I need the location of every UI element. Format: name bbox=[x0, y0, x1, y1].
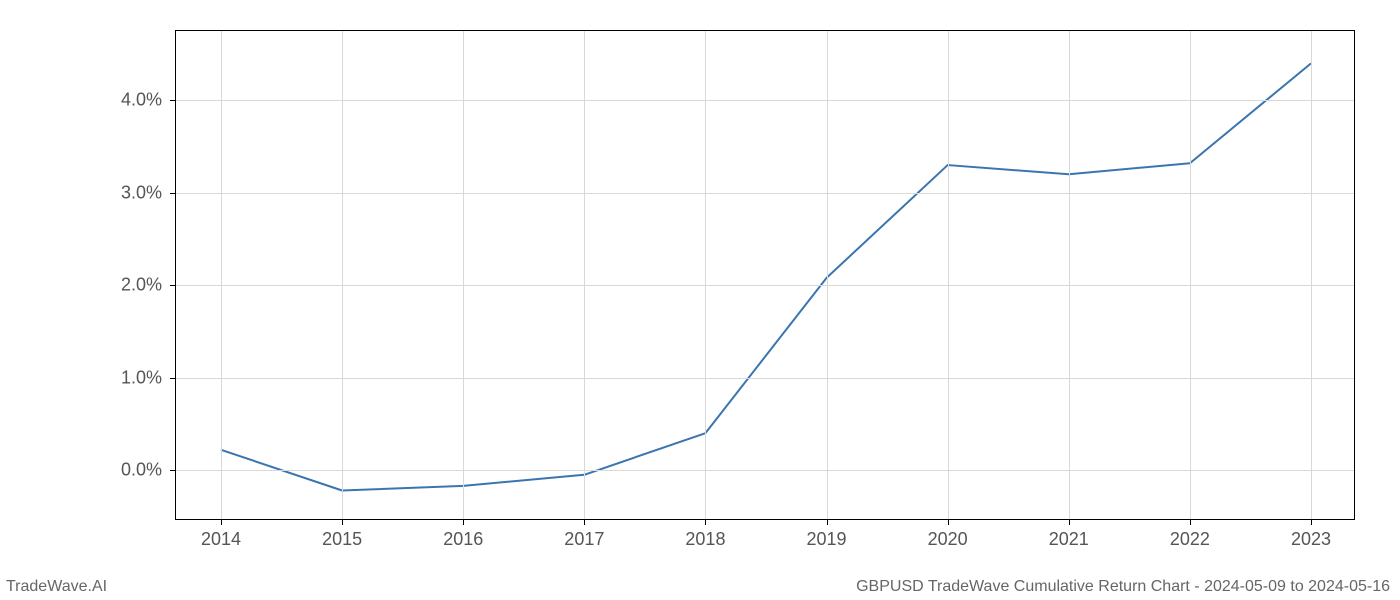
gridline-vertical bbox=[584, 31, 585, 519]
chart-container: 0.0% 1.0% 2.0% 3.0% 4.0% 2014 2015 2016 2017 2018… bbox=[0, 0, 1400, 600]
gridline-vertical bbox=[1311, 31, 1312, 519]
gridline-horizontal bbox=[176, 100, 1354, 101]
x-tick-mark bbox=[221, 519, 222, 525]
gridline-vertical bbox=[342, 31, 343, 519]
x-tick-label: 2020 bbox=[928, 529, 968, 550]
line-series bbox=[176, 31, 1356, 521]
gridline-vertical bbox=[1190, 31, 1191, 519]
y-tick-label: 1.0% bbox=[121, 367, 162, 388]
gridline-vertical bbox=[827, 31, 828, 519]
gridline-vertical bbox=[948, 31, 949, 519]
gridline-vertical bbox=[1069, 31, 1070, 519]
x-tick-mark bbox=[827, 519, 828, 525]
x-tick-mark bbox=[1190, 519, 1191, 525]
gridline-horizontal bbox=[176, 378, 1354, 379]
x-tick-label: 2014 bbox=[201, 529, 241, 550]
x-tick-label: 2015 bbox=[322, 529, 362, 550]
y-tick-mark bbox=[170, 100, 176, 101]
x-tick-mark bbox=[1311, 519, 1312, 525]
gridline-vertical bbox=[463, 31, 464, 519]
x-tick-label: 2022 bbox=[1170, 529, 1210, 550]
x-tick-mark bbox=[584, 519, 585, 525]
x-tick-label: 2019 bbox=[807, 529, 847, 550]
y-tick-label: 4.0% bbox=[121, 90, 162, 111]
x-tick-label: 2016 bbox=[443, 529, 483, 550]
gridline-vertical bbox=[221, 31, 222, 519]
y-tick-mark bbox=[170, 285, 176, 286]
gridline-vertical bbox=[705, 31, 706, 519]
y-tick-label: 2.0% bbox=[121, 275, 162, 296]
plot-area: 0.0%1.0%2.0%3.0%4.0%20142015201620172018… bbox=[175, 30, 1355, 520]
x-tick-mark bbox=[1069, 519, 1070, 525]
footer-left-text: TradeWave.AI bbox=[6, 578, 107, 596]
x-tick-label: 2021 bbox=[1049, 529, 1089, 550]
y-tick-mark bbox=[170, 470, 176, 471]
x-tick-mark bbox=[342, 519, 343, 525]
footer-right-text: GBPUSD TradeWave Cumulative Return Chart… bbox=[856, 578, 1390, 596]
gridline-horizontal bbox=[176, 285, 1354, 286]
y-tick-mark bbox=[170, 378, 176, 379]
y-tick-mark bbox=[170, 193, 176, 194]
gridline-horizontal bbox=[176, 193, 1354, 194]
x-tick-label: 2017 bbox=[564, 529, 604, 550]
return-line bbox=[221, 63, 1311, 490]
gridline-horizontal bbox=[176, 470, 1354, 471]
x-tick-mark bbox=[705, 519, 706, 525]
y-tick-label: 3.0% bbox=[121, 182, 162, 203]
x-tick-mark bbox=[948, 519, 949, 525]
x-tick-mark bbox=[463, 519, 464, 525]
x-tick-label: 2023 bbox=[1291, 529, 1331, 550]
x-tick-label: 2018 bbox=[685, 529, 725, 550]
y-tick-label: 0.0% bbox=[121, 460, 162, 481]
